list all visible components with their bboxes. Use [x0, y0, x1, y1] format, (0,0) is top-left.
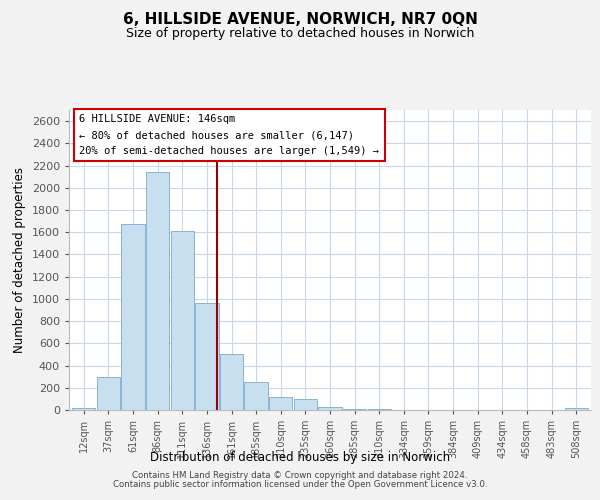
Text: Contains public sector information licensed under the Open Government Licence v3: Contains public sector information licen… — [113, 480, 487, 489]
Text: Contains HM Land Registry data © Crown copyright and database right 2024.: Contains HM Land Registry data © Crown c… — [132, 471, 468, 480]
Text: Distribution of detached houses by size in Norwich: Distribution of detached houses by size … — [150, 451, 450, 464]
Text: 6 HILLSIDE AVENUE: 146sqm
← 80% of detached houses are smaller (6,147)
20% of se: 6 HILLSIDE AVENUE: 146sqm ← 80% of detac… — [79, 114, 379, 156]
Bar — [565, 408, 588, 410]
Bar — [244, 382, 268, 410]
Bar — [269, 396, 292, 410]
Bar — [146, 172, 169, 410]
Bar — [343, 409, 367, 410]
Y-axis label: Number of detached properties: Number of detached properties — [13, 167, 26, 353]
Bar — [121, 224, 145, 410]
Bar — [72, 408, 95, 410]
Bar — [319, 406, 341, 410]
Bar — [170, 231, 194, 410]
Text: Size of property relative to detached houses in Norwich: Size of property relative to detached ho… — [126, 28, 474, 40]
Bar — [293, 400, 317, 410]
Bar — [220, 354, 243, 410]
Bar — [368, 409, 391, 410]
Bar — [97, 377, 120, 410]
Bar — [195, 304, 218, 410]
Text: 6, HILLSIDE AVENUE, NORWICH, NR7 0QN: 6, HILLSIDE AVENUE, NORWICH, NR7 0QN — [122, 12, 478, 28]
